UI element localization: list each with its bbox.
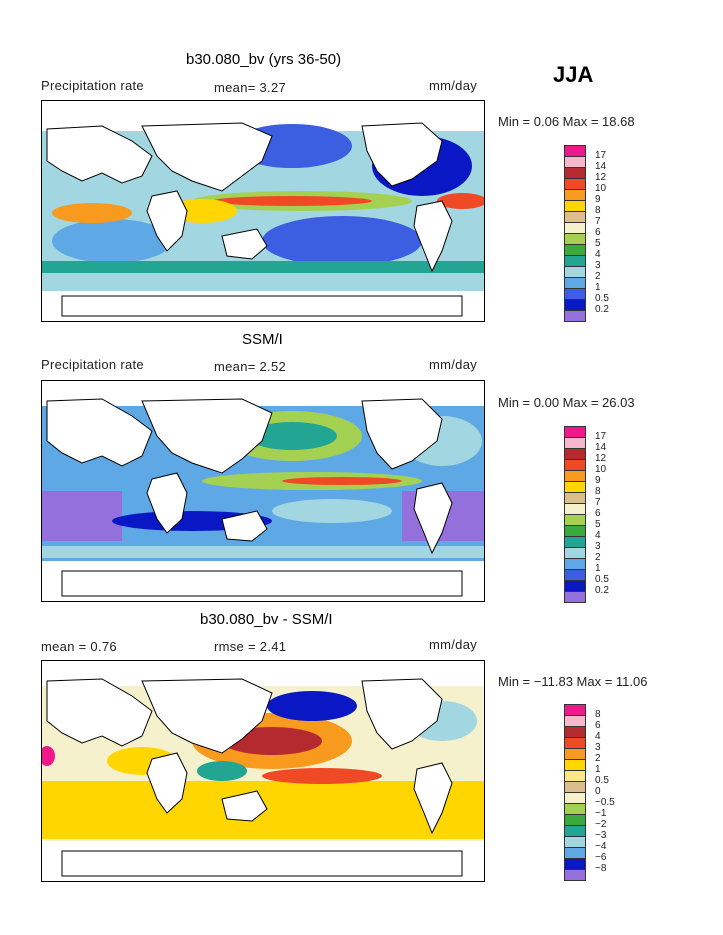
legend-label: 12 (595, 453, 607, 464)
legend-label: 3 (595, 260, 601, 271)
legend-label: 0.5 (595, 574, 609, 585)
legend-label: 2 (595, 271, 601, 282)
legend-label: −3 (595, 830, 607, 841)
legend-label: 17 (595, 431, 607, 442)
legend-label: −0.5 (595, 797, 615, 808)
panel-3-legend: 8 6 4 3 2 1 0.5 0 −0.5 −1 −2 −3 −4 −6 −8 (564, 704, 615, 881)
panel-2-legend: 17 14 12 10 9 8 7 6 5 4 3 2 1 0.5 0.2 (564, 426, 609, 603)
panel-1-left-header: Precipitation rate (41, 78, 144, 93)
legend-label: 0.5 (595, 775, 609, 786)
legend-label: 12 (595, 172, 607, 183)
legend-label: 6 (595, 720, 601, 731)
panel-2-title: SSM/I (242, 331, 283, 348)
legend-label: −2 (595, 819, 607, 830)
legend-label: 1 (595, 764, 601, 775)
legend-label: −6 (595, 852, 607, 863)
legend-label: 9 (595, 194, 601, 205)
legend-label: 4 (595, 731, 601, 742)
legend-label: 0 (595, 786, 601, 797)
panel-2-coastlines (46, 398, 463, 597)
panel-3-map-svg (42, 661, 484, 881)
panel-3-minmax: Min = −11.83 Max = 11.06 (498, 674, 648, 689)
legend-label: 6 (595, 508, 601, 519)
panel-1-map-svg (42, 101, 484, 321)
legend-label: 0.2 (595, 585, 609, 596)
legend-label: 0.2 (595, 304, 609, 315)
panel-1-units: mm/day (429, 78, 478, 93)
legend-label: 10 (595, 464, 607, 475)
panel-3-units: mm/day (429, 637, 478, 652)
legend-swatch (564, 310, 586, 322)
legend-label: 5 (595, 238, 601, 249)
panel-2-map (41, 380, 485, 602)
legend-label: 4 (595, 249, 601, 260)
legend-label: 5 (595, 519, 601, 530)
legend-label: 2 (595, 753, 601, 764)
panel-2-mean: mean= 2.52 (214, 359, 287, 374)
panel-2-legend-swatches (564, 426, 586, 603)
panel-3-mean: mean = 0.76 (41, 639, 117, 654)
panel-1-title: b30.080_bv (yrs 36-50) (186, 51, 342, 68)
legend-label: 8 (595, 205, 601, 216)
panel-2-map-svg (42, 381, 484, 601)
legend-label: 4 (595, 530, 601, 541)
panel-1-mean: mean= 3.27 (214, 80, 287, 95)
panel-3-title: b30.080_bv - SSM/I (200, 611, 333, 628)
legend-label: 7 (595, 216, 601, 227)
legend-label: 0.5 (595, 293, 609, 304)
panel-2-units: mm/day (429, 357, 478, 372)
panel-1-map (41, 100, 485, 322)
legend-label: −1 (595, 808, 607, 819)
panel-3-map (41, 660, 485, 882)
panel-3-legend-swatches (564, 704, 586, 881)
legend-label: 2 (595, 552, 601, 563)
panel-1-minmax: Min = 0.06 Max = 18.68 (498, 114, 635, 129)
legend-label: 1 (595, 563, 601, 574)
legend-label: 3 (595, 742, 601, 753)
legend-label: 8 (595, 709, 601, 720)
legend-label: 6 (595, 227, 601, 238)
legend-label: 9 (595, 475, 601, 486)
panel-2-minmax: Min = 0.00 Max = 26.03 (498, 395, 635, 410)
panel-3-rmse: rmse = 2.41 (214, 639, 287, 654)
legend-label: 10 (595, 183, 607, 194)
legend-label: 17 (595, 150, 607, 161)
legend-label: 8 (595, 486, 601, 497)
season-label: JJA (553, 62, 594, 87)
legend-label: 3 (595, 541, 601, 552)
legend-label: 14 (595, 442, 607, 453)
legend-swatch (564, 591, 586, 603)
legend-label: −4 (595, 841, 607, 852)
legend-label: 7 (595, 497, 601, 508)
panel-1-coastlines (46, 122, 463, 317)
panel-1-legend-swatches (564, 145, 586, 322)
legend-swatch (564, 869, 586, 881)
legend-label: −8 (595, 863, 607, 874)
panel-2-left-header: Precipitation rate (41, 357, 144, 372)
legend-label: 14 (595, 161, 607, 172)
legend-label: 1 (595, 282, 601, 293)
panel-3-coastlines (46, 678, 463, 877)
panel-1-legend: 17 14 12 10 9 8 7 6 5 4 3 2 1 0.5 0.2 (564, 145, 609, 322)
